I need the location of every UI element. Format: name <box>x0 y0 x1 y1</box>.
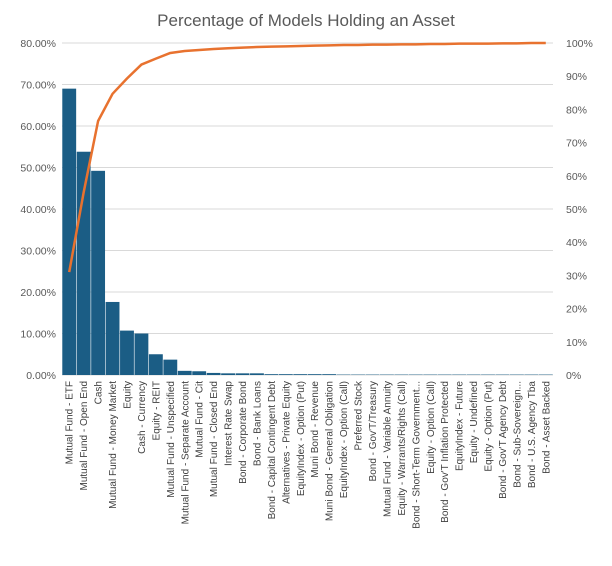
x-category-label: Equity - Warrants/Rights (Call) <box>397 381 408 516</box>
bar <box>163 359 178 375</box>
y2-tick-label: 40% <box>566 237 587 249</box>
x-category-label: Mutual Fund - Variable Annuity <box>382 381 393 517</box>
y-tick-label: 40.00% <box>20 204 56 216</box>
y2-tick-label: 0% <box>566 370 581 382</box>
y-tick-label: 60.00% <box>20 121 56 133</box>
y-tick-label: 20.00% <box>20 287 56 299</box>
x-category-label: Interest Rate Swap <box>224 381 235 466</box>
bar <box>120 330 134 375</box>
bar <box>322 374 337 375</box>
bar <box>250 373 264 375</box>
bar <box>221 373 235 375</box>
bar <box>148 354 163 375</box>
x-category-label: EquityIndex - Future <box>455 381 466 471</box>
x-category-label: Equity - Option (Call) <box>426 381 437 474</box>
x-category-label: Preferred Stock <box>354 380 365 450</box>
x-category-label: Muni Bond - General Obligation <box>325 381 336 521</box>
y-tick-label: 30.00% <box>20 246 56 258</box>
y2-tick-label: 10% <box>566 337 587 349</box>
y2-tick-label: 90% <box>566 71 587 83</box>
y2-tick-label: 20% <box>566 304 587 316</box>
x-category-label: Mutual Fund - Cit <box>195 381 206 458</box>
x-category-label: Mutual Fund - Open End <box>79 381 90 491</box>
y-tick-label: 70.00% <box>20 80 56 92</box>
x-category-label: Bond - Short-Term Government... <box>411 381 422 529</box>
x-category-label: Bond - Gov'T/Treasury <box>368 381 379 481</box>
y-tick-label: 50.00% <box>20 163 56 175</box>
x-category-label: Bond - U.S. Agency Tba <box>527 381 538 489</box>
bar <box>62 88 77 376</box>
bar <box>206 372 221 375</box>
x-category-label: Bond - Capital Contingent Debt <box>267 381 278 520</box>
primary-y-axis: 0.00% 10.00% 20.00% 30.00% 40.00% 50.00% 60.00… <box>20 38 56 382</box>
y2-tick-label: 100% <box>566 38 593 50</box>
x-category-label: Alternatives - Private Equity <box>281 381 292 504</box>
x-category-label: Bond - Gov'T Inflation Protected <box>440 381 451 523</box>
bar <box>76 151 91 375</box>
x-category-label: Bond - Gov'T Agency Debt <box>498 381 509 499</box>
bar <box>105 301 120 375</box>
bar <box>177 370 192 375</box>
x-category-label: Mutual Fund - Separate Account <box>180 381 191 525</box>
x-category-label: Equity - REIT <box>151 381 162 440</box>
y2-tick-label: 30% <box>566 270 587 282</box>
chart-title: Percentage of Models Holding an Asset <box>157 11 455 30</box>
x-category-label: Mutual Fund - ETF <box>65 381 76 464</box>
x-category-label: Mutual Fund - Unspecified <box>166 381 177 498</box>
x-category-label: Equity <box>122 381 133 409</box>
x-category-label: EquityIndex - Option (Put) <box>296 381 307 496</box>
x-axis-category-labels: Mutual Fund - ETF Mutual Fund - Open End C… <box>65 380 553 529</box>
y-tick-label: 80.00% <box>20 38 56 50</box>
bar <box>307 374 322 375</box>
y2-tick-label: 60% <box>566 171 587 183</box>
x-category-label: Equity - Option (Put) <box>484 381 495 472</box>
bar <box>192 371 207 375</box>
bar <box>264 374 279 375</box>
bar <box>293 374 308 375</box>
x-category-label: Bond - Asset Backed <box>541 381 552 474</box>
cumulative-line <box>67 41 546 273</box>
y-tick-label: 0.00% <box>26 370 56 382</box>
y-tick-label: 10.00% <box>20 329 56 341</box>
x-category-label: Bond - Sub-Sovereign... <box>512 381 523 488</box>
x-category-label: Bond - Bank Loans <box>252 381 263 466</box>
secondary-y-axis: 0% 10% 20% 30% 40% 50% 60% 70% 80% 90% 100% <box>566 38 593 382</box>
x-category-label: Mutual Fund - Money Market <box>108 381 119 509</box>
x-category-label: Mutual Fund - Closed End <box>209 381 220 497</box>
x-category-label: Equity - Undefined <box>469 381 480 463</box>
y2-tick-label: 50% <box>566 204 587 216</box>
x-category-label: Cash <box>94 381 105 404</box>
bar <box>278 374 293 375</box>
cumulative-line-series <box>67 41 546 273</box>
x-category-label: EquityIndex - Option (Call) <box>339 381 350 498</box>
y2-tick-label: 80% <box>566 104 587 116</box>
x-category-label: Muni Bond - Revenue <box>310 381 321 478</box>
bar <box>134 333 149 375</box>
y2-tick-label: 70% <box>566 138 587 150</box>
x-category-label: Cash - Currency <box>137 381 148 454</box>
bar <box>235 373 250 375</box>
x-category-label: Bond - Corporate Bond <box>238 381 249 484</box>
bar <box>91 170 106 375</box>
